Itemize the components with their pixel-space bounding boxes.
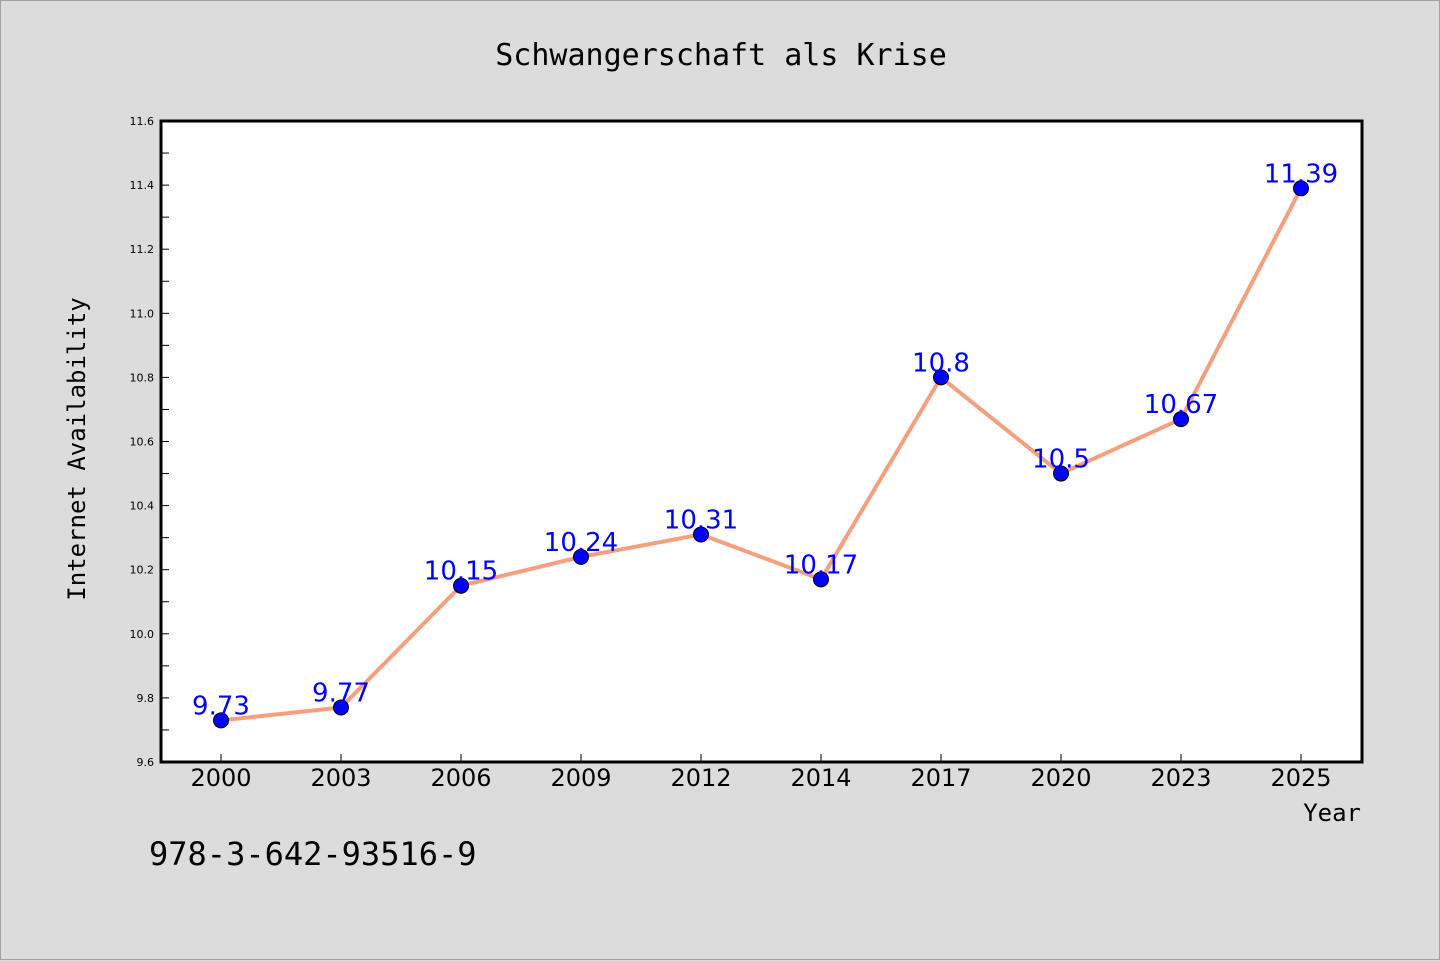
data-label: 9.73: [192, 691, 250, 721]
y-tick-label: 10.2: [130, 564, 155, 577]
x-tick-label: 2006: [430, 764, 491, 792]
x-tick-label: 2000: [190, 764, 251, 792]
data-point: [213, 712, 229, 729]
y-tick-label: 9.6: [137, 756, 155, 769]
x-tick-label: 2025: [1270, 764, 1331, 792]
x-tick-label: 2009: [550, 764, 611, 792]
x-axis-label: Year: [1303, 799, 1361, 827]
series: 9.73 9.77 10.15 10.24 10.31 10.17 10.8 10.5 10.6…: [192, 159, 1338, 729]
data-label: 10.8: [912, 348, 970, 378]
x-tick-label: 2012: [670, 764, 731, 792]
y-axis: 9.6 9.8 10.0 10.2 10.4 10.6 10.8 11.0 11.2 11.4 11…: [130, 115, 169, 769]
x-tick-label: 2023: [1150, 764, 1211, 792]
data-point: [1053, 465, 1069, 482]
y-tick-label: 10.0: [130, 628, 155, 641]
y-tick-label: 11.4: [130, 179, 155, 192]
data-point: [813, 571, 829, 588]
series-line: [220, 187, 1303, 723]
data-point: [573, 548, 589, 565]
chart-title: Schwangerschaft als Krise: [495, 38, 947, 73]
data-label: 10.17: [784, 550, 858, 580]
data-point: [1293, 180, 1309, 197]
y-tick-label: 11.2: [130, 243, 155, 256]
isbn-annotation: 978-3-642-93516-9: [149, 835, 477, 873]
x-axis: 2000 2003 2006 2009 2012 2014 2017 2020 2023 2025: [190, 754, 1332, 792]
y-tick-label: 11.0: [130, 307, 155, 320]
x-tick-label: 2003: [310, 764, 371, 792]
data-label: 10.24: [544, 528, 618, 558]
data-point: [453, 577, 469, 594]
data-point: [933, 369, 949, 386]
y-axis-label: Internet Availability: [63, 297, 91, 600]
x-tick-label: 2020: [1030, 764, 1091, 792]
data-label: 11.39: [1264, 159, 1338, 189]
data-label: 9.77: [312, 679, 370, 709]
data-label: 10.67: [1144, 390, 1218, 420]
y-tick-label: 9.8: [137, 692, 155, 705]
y-tick-label: 10.4: [130, 500, 155, 513]
x-tick-label: 2017: [910, 764, 971, 792]
plot-area: [159, 119, 1364, 764]
x-tick-label: 2014: [790, 764, 851, 792]
y-tick-label: 10.6: [130, 436, 155, 449]
y-tick-label: 11.6: [130, 115, 155, 128]
data-label: 10.5: [1032, 445, 1090, 475]
data-label: 10.31: [664, 505, 738, 535]
y-tick-label: 10.8: [130, 371, 155, 384]
data-point: [1173, 411, 1189, 428]
data-point: [333, 699, 349, 716]
data-point: [693, 526, 709, 543]
data-label: 10.15: [424, 557, 498, 587]
